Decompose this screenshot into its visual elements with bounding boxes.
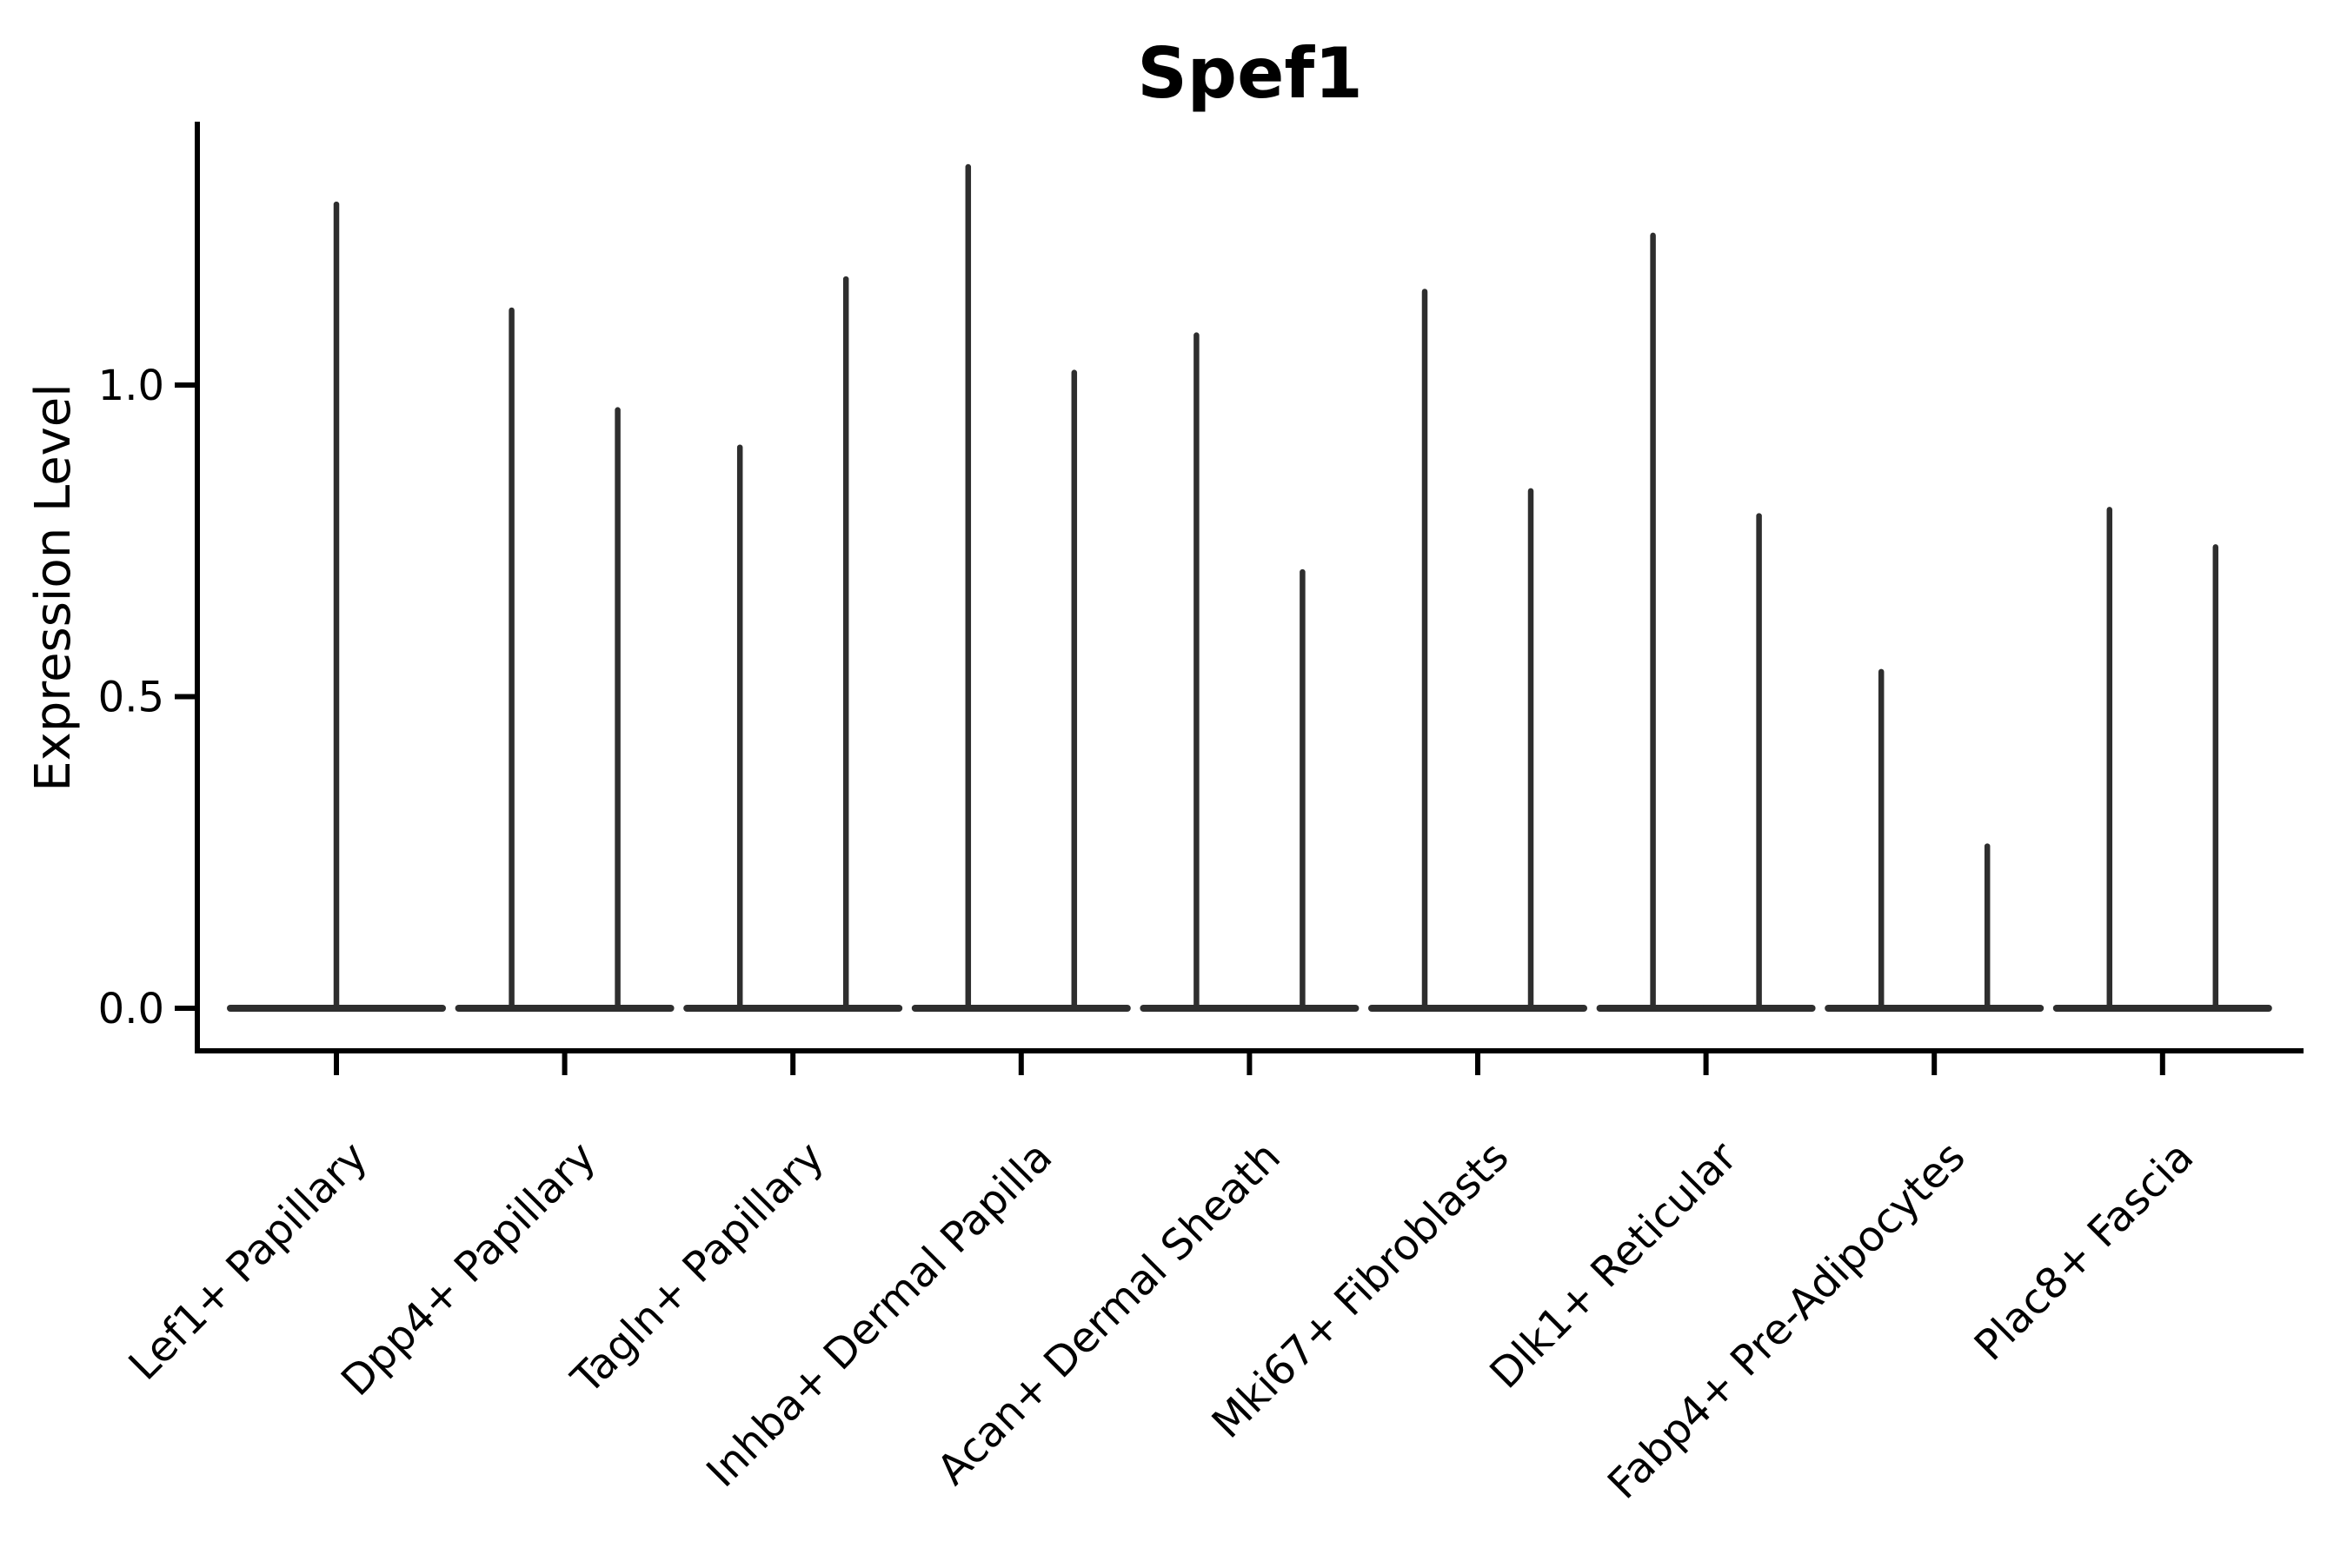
y-axis-title: Expression Level [25, 383, 82, 792]
x-tick-label: Tagln+ Papillary [562, 1133, 833, 1404]
x-tick-label: Dlk1+ Reticular [1480, 1133, 1746, 1399]
y-tick-label: 0.0 [98, 985, 164, 1033]
x-tick-label: Lef1+ Papillary [120, 1133, 377, 1390]
y-tick-label: 1.0 [98, 362, 164, 410]
x-tick-label: Plac8+ Fascia [1965, 1133, 2204, 1371]
x-tick-label: Dpp4+ Papillary [332, 1133, 605, 1405]
chart-title: Spef1 [1137, 33, 1363, 114]
violins-layer [227, 163, 2272, 1012]
y-tick-label: 0.5 [98, 674, 164, 722]
